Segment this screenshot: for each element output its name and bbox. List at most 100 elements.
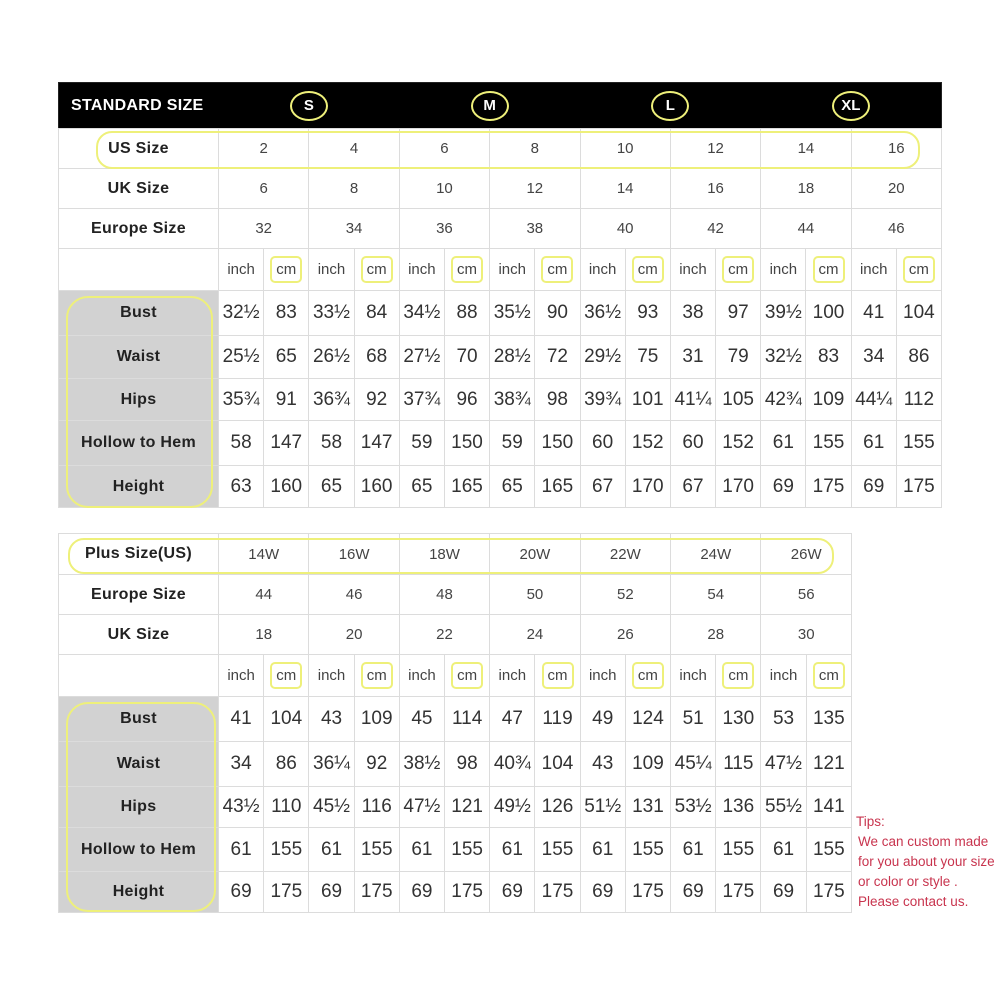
measurement-value: 42¾ [760,378,807,421]
unit-inch: inch [489,248,536,291]
size-value: 44 [760,208,852,249]
unit-inch: inch [579,654,626,697]
measurement-label: Waist [58,335,219,379]
row-label: Europe Size [58,574,219,615]
size-value: 20 [850,168,943,209]
unit-inch: inch [669,248,717,291]
measurement-value: 43 [308,696,355,742]
measurement-value: 84 [353,290,400,336]
measurement-value: 32½ [760,335,807,379]
measurement-value: 39¾ [579,378,626,421]
size-value: 54 [670,574,762,615]
size-value: 24 [489,614,581,655]
measurement-row: Height 69 175 69 175 69 175 69 175 69 175 69 175 69 17… [58,871,853,913]
measurement-value: 47½ [760,741,807,787]
measurement-value: 147 [263,420,310,466]
measurement-value: 131 [624,786,672,828]
size-value: 40 [579,208,671,249]
measurement-value: 175 [444,871,491,913]
measurement-value: 110 [263,786,310,828]
measurement-value: 152 [624,420,671,466]
size-value: 38 [489,208,581,249]
row-label: Europe Size [58,208,219,249]
size-value: 6 [398,128,491,169]
measurement-value: 69 [670,871,717,913]
measurement-value: 69 [760,465,807,508]
size-value: 4 [308,128,400,169]
size-value: 10 [398,168,491,209]
measurement-value: 43 [579,741,626,787]
size-letter-badge: S [289,90,328,121]
measurement-value: 115 [715,741,762,787]
size-value: 2 [217,128,310,169]
measurement-value: 160 [263,465,310,508]
unit-cm: cm [353,248,400,291]
unit-cm-label: cm [360,256,393,283]
empty-cell [58,248,219,291]
measurement-value: 69 [398,871,446,913]
size-letter-badge: M [470,90,509,121]
unit-inch: inch [670,654,717,697]
measurement-value: 29½ [579,335,626,379]
measurement-value: 39½ [760,290,807,336]
measurement-label: Height [58,871,219,913]
size-row: Plus Size(US) 14W 16W 18W 20W 22W 24W 26W [58,533,852,575]
measurement-value: 38¾ [489,378,536,421]
plus-size-table: Plus Size(US) 14W 16W 18W 20W 22W 24W 26W Europe… [58,533,853,913]
unit-inch: inch [760,654,807,697]
unit-inch: inch [217,248,265,291]
measurement-value: 150 [443,420,491,466]
measurement-value: 65 [308,465,355,508]
measurement-value: 34½ [398,290,445,336]
measurement-value: 41 [217,696,265,742]
measurement-value: 69 [217,871,265,913]
size-value: 20W [489,533,581,575]
size-letter-cell: XL [760,82,942,129]
measurement-value: 150 [534,420,581,466]
row-label: UK Size [58,168,219,209]
measurement-value: 121 [805,741,853,787]
size-value: 8 [489,128,581,169]
units-row: inch cm inch cm inch cm inch cm inch cm inch cm inch… [58,248,943,291]
unit-cm: cm [624,654,672,697]
unit-inch: inch [217,654,265,697]
measurement-value: 109 [805,378,852,421]
tips-line: or color or style . [858,874,958,889]
size-value: 18 [760,168,852,209]
size-value: 42 [669,208,762,249]
size-letter-cell: S [218,82,400,129]
measurement-value: 155 [715,827,762,872]
tips-line: We can custom made [858,834,989,849]
empty-cell [58,654,219,697]
measurement-value: 44¼ [850,378,897,421]
measurement-value: 58 [308,420,355,466]
measurement-value: 155 [624,827,672,872]
tips-note: Tips: We can custom made for you about y… [856,812,995,912]
measurement-value: 121 [444,786,491,828]
unit-cm: cm [805,248,852,291]
measurement-value: 100 [805,290,852,336]
size-value: 10 [579,128,671,169]
measurement-value: 86 [895,335,943,379]
units-row: inch cm inch cm inch cm inch cm inch cm inch cm inch… [58,654,853,697]
row-label: US Size [58,128,219,169]
measurement-value: 51 [670,696,717,742]
unit-cm: cm [715,654,762,697]
measurement-value: 92 [353,741,400,787]
measurement-value: 61 [579,827,626,872]
measurement-value: 25½ [217,335,265,379]
measurement-value: 49½ [489,786,536,828]
unit-cm: cm [715,248,762,291]
measurement-value: 104 [895,290,943,336]
measurement-value: 53 [760,696,807,742]
unit-cm-label: cm [902,256,935,283]
size-letter-cell: M [399,82,580,129]
measurement-value: 91 [263,378,310,421]
size-value: 22 [398,614,491,655]
unit-inch: inch [760,248,807,291]
size-value: 14 [579,168,671,209]
unit-cm: cm [534,248,581,291]
unit-cm-label: cm [631,256,664,283]
measurement-value: 92 [353,378,400,421]
unit-cm-label: cm [541,662,574,689]
